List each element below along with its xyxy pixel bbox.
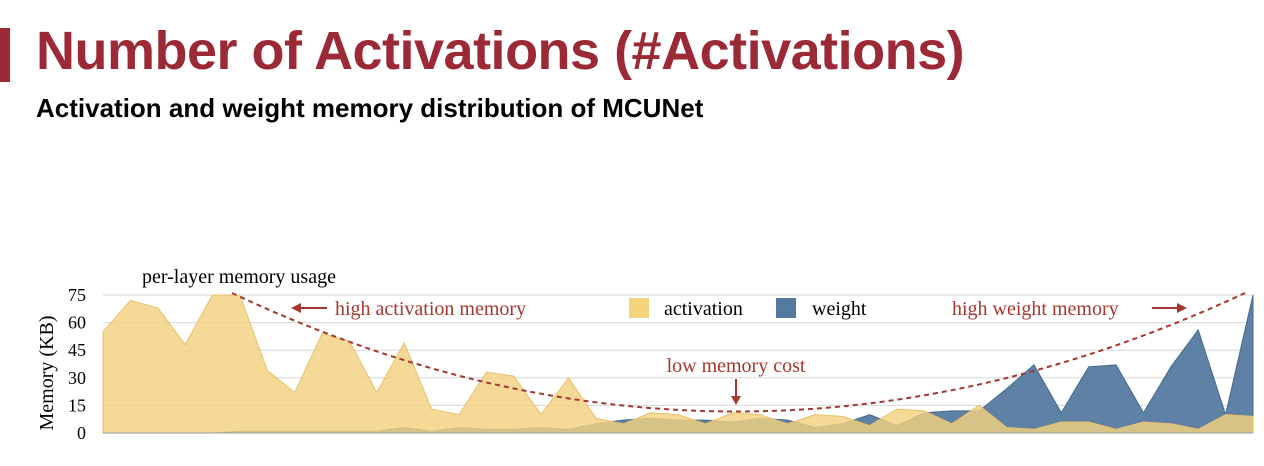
- arrow-left-head: [291, 303, 301, 313]
- y-tick-label: 30: [68, 368, 86, 388]
- legend-label-weight: weight: [812, 298, 867, 320]
- annotation-high-activation: high activation memory: [335, 298, 526, 320]
- arrow-down-head: [731, 396, 741, 405]
- y-tick-label: 45: [68, 340, 86, 360]
- page-title: Number of Activations (#Activations): [36, 21, 965, 81]
- annotations: high activation memory low memory cost hig…: [291, 298, 1187, 405]
- y-tick-labels: 0 15 30 45 60 75: [68, 285, 86, 443]
- legend-label-activation: activation: [664, 298, 743, 320]
- y-tick-label: 0: [77, 423, 86, 443]
- memory-chart: 0 15 30 45 60 75 high activation memory low me…: [36, 266, 1254, 443]
- page-subtitle: Activation and weight memory distributio…: [36, 93, 704, 123]
- annotation-low-memory: low memory cost: [667, 355, 806, 377]
- area-series: [102, 294, 1254, 434]
- y-tick-label: 15: [68, 395, 86, 415]
- annotation-high-weight: high weight memory: [952, 298, 1119, 320]
- legend: activation weight: [629, 298, 867, 320]
- y-axis-label: Memory (KB): [36, 316, 58, 431]
- legend-swatch-weight: [776, 298, 796, 318]
- title-accent-bar: [0, 28, 10, 82]
- y-tick-label: 75: [68, 285, 86, 305]
- y-tick-label: 60: [68, 313, 86, 333]
- arrow-right-head: [1177, 303, 1187, 313]
- chart-title: per-layer memory usage: [142, 266, 336, 288]
- legend-swatch-activation: [629, 298, 649, 318]
- area-activation: [102, 294, 1254, 434]
- trend-curve: [231, 292, 1246, 413]
